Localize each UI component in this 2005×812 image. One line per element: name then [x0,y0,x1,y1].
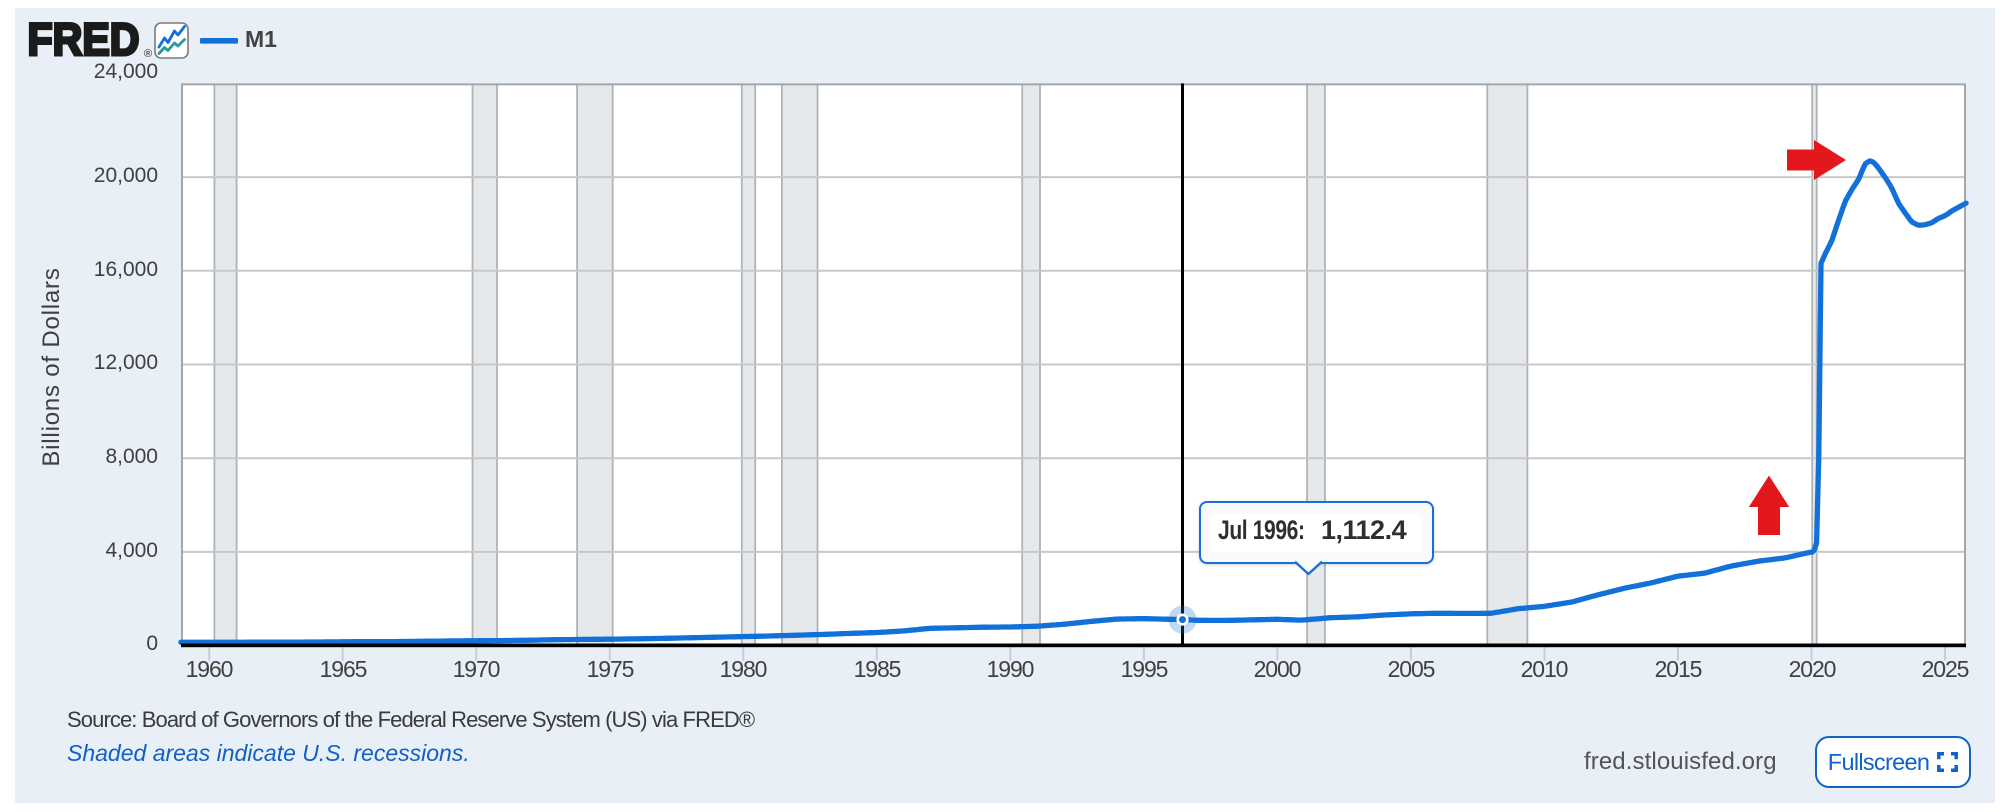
svg-text:®: ® [144,48,152,60]
svg-text:FRED: FRED [28,14,140,65]
